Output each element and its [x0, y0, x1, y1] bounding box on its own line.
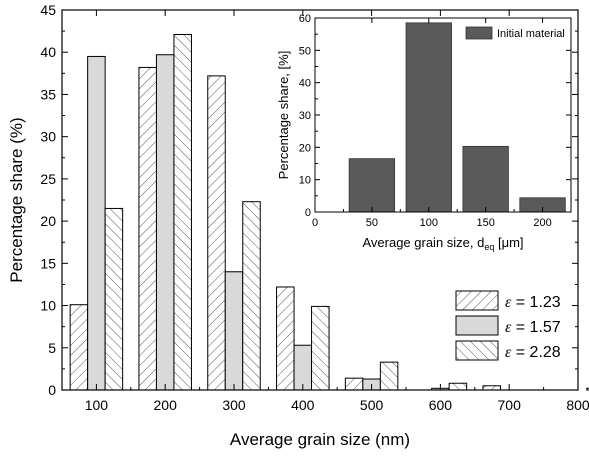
legend-label-3: ε = 2.28 — [505, 344, 561, 361]
y-tick-label: 15 — [40, 255, 56, 271]
x-tick-label: 300 — [222, 397, 246, 413]
y-tick-label: 35 — [40, 86, 56, 102]
inset-bar-150 — [462, 145, 509, 213]
inset-x-tick-label: 0 — [312, 217, 318, 229]
inset-bar-50 — [348, 158, 396, 213]
bar-1-200 — [138, 66, 157, 391]
inset-x-axis-title-main: Average grain size, d — [362, 235, 484, 250]
inset-x-axis-title-sub: eq — [484, 242, 494, 252]
bar-2-400 — [293, 344, 313, 391]
legend-symbol: ε — [505, 344, 512, 361]
inset-legend-label: Initial material — [497, 28, 565, 40]
legend-symbol: ε — [505, 319, 512, 336]
x-tick-label: 600 — [429, 397, 453, 413]
y-tick-label: 20 — [40, 213, 56, 229]
inset-y-tick-label: 0 — [305, 207, 311, 219]
y-tick-label: 40 — [40, 44, 56, 60]
bar-3-200 — [173, 33, 192, 391]
y-tick-label: 10 — [40, 298, 56, 314]
legend-value: = 1.23 — [511, 294, 560, 311]
y-tick-label: 0 — [48, 382, 56, 398]
x-axis-title: Average grain size (nm) — [230, 430, 410, 449]
bar-3-800 — [586, 387, 589, 391]
bar-2-100 — [87, 55, 106, 391]
inset-x-tick-label: 150 — [476, 217, 494, 229]
legend-value: = 1.57 — [511, 319, 560, 336]
bar-1-300 — [207, 75, 226, 391]
inset-y-tick-label: 50 — [299, 45, 311, 57]
y-tick-label: 5 — [48, 340, 56, 356]
inset-bar-100 — [405, 22, 452, 213]
legend-swatch-3 — [455, 340, 499, 361]
legend-swatch-1 — [455, 290, 499, 311]
legend-value: = 2.28 — [511, 344, 560, 361]
inset-legend-swatch — [465, 26, 493, 40]
inset-y-tick-label: 60 — [299, 13, 311, 25]
x-tick-label: 500 — [360, 397, 384, 413]
inset-x-axis-title: Average grain size, deq [μm] — [362, 235, 523, 252]
inset-x-tick-label: 50 — [366, 217, 378, 229]
inset-x-axis-title-unit: [μm] — [494, 235, 523, 250]
inset-y-tick-label: 40 — [299, 78, 311, 90]
bar-3-600 — [448, 382, 468, 391]
bar-1-500 — [344, 377, 364, 391]
y-tick-label: 45 — [40, 2, 56, 18]
inset-x-tick-label: 200 — [533, 217, 551, 229]
bar-3-400 — [311, 305, 330, 391]
bar-3-500 — [379, 361, 399, 391]
legend-label-1: ε = 1.23 — [505, 294, 561, 311]
inset-chart: 0 10 20 30 40 50 60 0 50 100 150 200 Average grain s… — [276, 13, 572, 252]
y-tick-label: 25 — [40, 171, 56, 187]
y-axis-title: Percentage share (%) — [7, 117, 26, 282]
inset-x-tick-label: 100 — [420, 217, 438, 229]
bar-1-400 — [276, 286, 295, 391]
inset-y-tick-label: 30 — [299, 110, 311, 122]
bar-2-200 — [155, 54, 175, 391]
bar-1-700 — [482, 385, 501, 391]
y-tick-label: 30 — [40, 129, 56, 145]
bar-3-100 — [104, 207, 124, 391]
x-tick-label: 800 — [566, 397, 589, 413]
inset-y-axis-title: Percentage share, [%] — [276, 51, 291, 180]
x-tick-label: 400 — [291, 397, 315, 413]
bar-3-300 — [242, 201, 261, 391]
legend-swatch-2 — [455, 315, 499, 336]
x-tick-label: 100 — [85, 397, 109, 413]
legend-symbol: ε — [505, 294, 512, 311]
x-tick-label: 700 — [498, 397, 522, 413]
inset-y-tick-label: 20 — [299, 142, 311, 154]
x-tick-label: 200 — [154, 397, 178, 413]
bar-2-300 — [224, 271, 244, 391]
legend-label-2: ε = 1.57 — [505, 319, 561, 336]
inset-y-tick-label: 10 — [299, 175, 311, 187]
bar-1-100 — [69, 304, 89, 391]
